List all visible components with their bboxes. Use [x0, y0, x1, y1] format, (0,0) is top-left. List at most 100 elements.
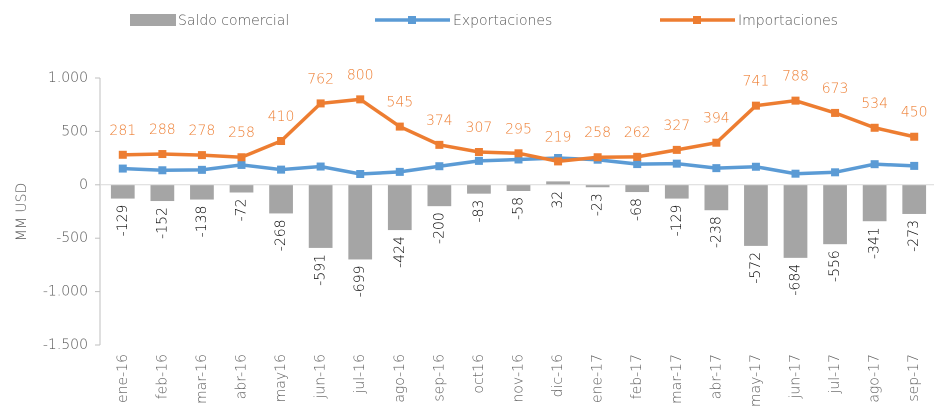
bar — [110, 184, 135, 199]
x-tick-label: jul-16 — [352, 354, 368, 395]
data-label: -268 — [273, 219, 289, 251]
data-label: 374 — [426, 113, 453, 129]
data-label: 327 — [663, 118, 690, 134]
data-label: 307 — [466, 120, 493, 136]
bar — [704, 184, 729, 211]
data-label: 32 — [550, 191, 566, 209]
marker — [633, 160, 642, 169]
marker — [672, 159, 681, 168]
marker — [237, 160, 246, 169]
y-tick-label: 500 — [61, 123, 88, 139]
data-label: -83 — [471, 200, 487, 223]
bar — [269, 184, 293, 214]
marker — [395, 122, 404, 131]
data-label: -68 — [629, 198, 645, 221]
data-label: 278 — [189, 123, 216, 139]
marker — [554, 157, 563, 166]
x-tick-label: jun-17 — [788, 354, 804, 400]
legend-label: Exportaciones — [453, 13, 552, 29]
marker — [277, 137, 286, 146]
legend-label: Importaciones — [738, 13, 838, 29]
marker — [910, 161, 919, 170]
marker — [197, 151, 206, 160]
x-tick-label: may16 — [273, 354, 289, 402]
legend-marker — [693, 16, 701, 24]
marker — [910, 132, 919, 141]
x-tick-label: feb-16 — [154, 354, 170, 399]
x-tick-label: mar-16 — [194, 354, 210, 404]
data-label: 288 — [149, 122, 176, 138]
bar — [625, 184, 650, 193]
marker — [593, 153, 602, 162]
x-tick-label: ene-16 — [115, 354, 131, 403]
data-label: -72 — [234, 198, 250, 221]
bar — [546, 181, 570, 185]
data-label: -273 — [906, 220, 922, 252]
x-tick-label: abr-16 — [234, 354, 250, 399]
marker — [435, 162, 444, 171]
marker — [158, 150, 167, 159]
data-label: 258 — [228, 125, 255, 141]
bar — [506, 184, 531, 191]
bar — [585, 184, 610, 188]
marker — [791, 96, 800, 105]
x-tick-label: may-17 — [748, 354, 764, 406]
x-tick-label: dic-16 — [550, 354, 566, 397]
y-tick-label: 0 — [79, 177, 88, 193]
data-label: 410 — [268, 109, 295, 125]
x-tick-label: sep-16 — [431, 354, 447, 402]
data-label: -23 — [590, 193, 606, 216]
marker — [514, 155, 523, 164]
marker — [435, 140, 444, 149]
marker — [791, 169, 800, 178]
bar — [862, 184, 887, 222]
marker — [751, 101, 760, 110]
bar — [783, 184, 808, 258]
marker — [316, 99, 325, 108]
marker — [356, 170, 365, 179]
x-tick-label: nov-16 — [511, 354, 527, 403]
bar — [387, 184, 412, 231]
marker — [870, 160, 879, 169]
marker — [712, 138, 721, 147]
bar — [467, 184, 491, 194]
data-label: 800 — [347, 67, 374, 83]
marker — [870, 123, 879, 132]
y-tick-label: -1.500 — [43, 337, 88, 353]
y-tick-label: -1.000 — [43, 284, 88, 300]
bar — [190, 184, 214, 200]
data-label: 741 — [743, 74, 770, 90]
data-label: -152 — [154, 207, 170, 239]
x-tick-label: abr-17 — [708, 354, 724, 399]
x-tick-label: jul-17 — [827, 354, 843, 395]
bar — [902, 184, 927, 214]
x-tick-label: ago-16 — [392, 354, 408, 403]
data-label: -129 — [115, 205, 131, 237]
x-tick-label: ene-17 — [590, 354, 606, 403]
data-label: -200 — [431, 212, 447, 244]
marker — [751, 162, 760, 171]
data-label: 258 — [584, 125, 611, 141]
legend-swatch — [130, 14, 176, 26]
data-label: -424 — [392, 236, 408, 268]
data-label: -684 — [788, 264, 804, 296]
legend-marker — [408, 16, 416, 24]
marker — [316, 162, 325, 171]
y-tick-label: -500 — [56, 230, 88, 246]
data-label: -591 — [313, 254, 329, 286]
bar — [348, 184, 373, 260]
data-label: 788 — [782, 69, 809, 85]
marker — [158, 166, 167, 175]
marker — [237, 153, 246, 162]
data-label: -129 — [669, 205, 685, 237]
marker — [356, 95, 365, 104]
data-label: -341 — [867, 227, 883, 259]
data-label: 262 — [624, 125, 651, 141]
marker — [118, 150, 127, 159]
data-label: 545 — [386, 95, 413, 111]
marker — [277, 165, 286, 174]
data-label: 534 — [861, 96, 888, 112]
data-label: 219 — [545, 129, 572, 145]
data-label: -556 — [827, 250, 843, 282]
